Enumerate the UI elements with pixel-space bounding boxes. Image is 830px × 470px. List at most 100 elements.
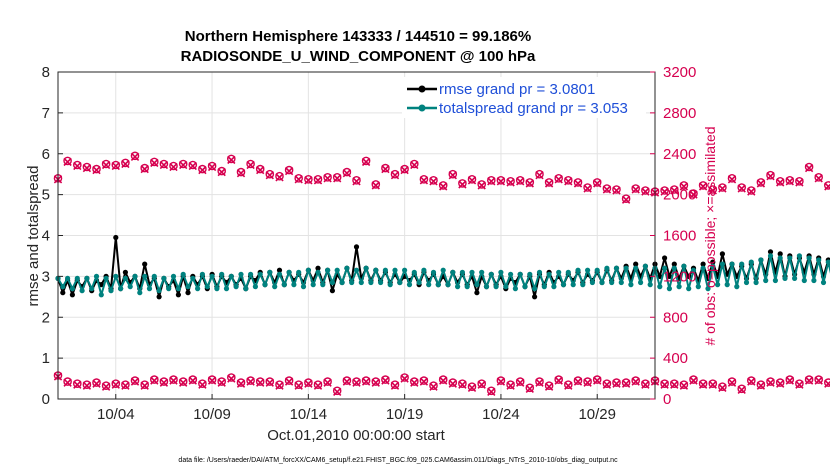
possible-point — [602, 184, 612, 193]
assimilated_low-point — [371, 378, 380, 387]
totalspread-point — [416, 279, 422, 286]
y-tick-label-right: 800 — [663, 309, 688, 326]
assimilated-point — [284, 166, 294, 176]
possible_low-point — [169, 375, 178, 384]
assimilated-point — [198, 165, 207, 175]
possible_low-point — [766, 377, 775, 386]
possible-point — [390, 169, 400, 179]
possible-point — [236, 167, 246, 177]
possible_low-point — [429, 381, 438, 391]
possible_low-point — [515, 377, 525, 386]
totalspread-point — [623, 265, 629, 271]
totalspread-point — [320, 282, 326, 288]
totalspread-point — [666, 286, 673, 292]
rmse-point — [113, 234, 119, 241]
possible_low-point — [140, 380, 149, 390]
totalspread-point — [108, 288, 114, 294]
possible-point — [766, 170, 775, 180]
assimilated_low-point — [593, 376, 602, 385]
possible-point — [679, 181, 689, 190]
assimilated_low-point — [458, 380, 467, 389]
assimilated_low-point — [294, 381, 303, 390]
assimilated-point — [776, 178, 785, 187]
assimilated-point — [795, 178, 804, 187]
possible-point — [612, 185, 621, 194]
rmse-point — [532, 294, 538, 300]
assimilated_low-point — [776, 379, 785, 388]
assimilated_low-point — [737, 385, 746, 394]
possible_low-point — [207, 375, 217, 384]
rmse-point — [353, 244, 360, 250]
totalspread-point — [358, 279, 364, 286]
assimilated-point — [130, 152, 140, 161]
legend-rmse-marker — [418, 85, 426, 93]
possible-point — [313, 174, 323, 184]
possible_low-point — [275, 380, 284, 390]
totalspread-point — [378, 279, 384, 286]
assimilated-point — [323, 174, 332, 183]
possible_low-point — [361, 376, 371, 385]
assimilated-point — [342, 169, 352, 178]
possible_low-point — [564, 380, 573, 390]
assimilated_low-point — [477, 380, 486, 389]
totalspread-point — [806, 255, 812, 261]
possible_low-point — [824, 378, 830, 387]
totalspread-point — [146, 286, 153, 292]
totalspread-point — [825, 259, 830, 265]
possible-point — [804, 162, 814, 172]
totalspread-point — [151, 273, 157, 279]
possible-point — [255, 164, 265, 174]
totalspread-point — [589, 279, 596, 286]
y-axis-left-label: rmse and totalspread — [25, 166, 42, 307]
rmse-point — [329, 288, 335, 294]
possible_low-point — [73, 379, 82, 389]
totalspread-point — [272, 284, 278, 290]
totalspread-point — [772, 277, 779, 284]
assimilated-point — [429, 177, 438, 186]
totalspread-point — [397, 279, 403, 286]
possible_low-point — [775, 378, 785, 387]
totalspread-point — [445, 282, 451, 288]
totalspread-point — [541, 284, 547, 290]
assimilated-point — [756, 179, 766, 188]
assimilated-point — [352, 177, 361, 186]
rmse-point — [276, 267, 283, 273]
rmse-point — [662, 255, 668, 261]
totalspread-point — [334, 267, 340, 273]
assimilated-point — [747, 187, 756, 196]
assimilated_low-point — [660, 380, 669, 389]
chart-title-line2: RADIOSONDE_U_WIND_COMPONENT @ 100 hPa — [181, 48, 536, 65]
possible-point — [486, 175, 496, 185]
possible-point — [361, 156, 371, 166]
totalspread-point — [580, 282, 586, 288]
assimilated_low-point — [82, 381, 92, 390]
possible_low-point — [727, 377, 737, 386]
totalspread-point — [796, 253, 803, 259]
totalspread-point — [657, 284, 663, 290]
totalspread-point — [166, 286, 172, 292]
assimilated_low-point — [198, 380, 207, 389]
assimilated-point — [371, 181, 380, 190]
totalspread-point — [262, 282, 268, 288]
possible-point — [718, 183, 727, 192]
totalspread-point — [310, 282, 316, 288]
possible_low-point — [130, 376, 140, 385]
totalspread-point — [681, 263, 687, 269]
assimilated_low-point — [448, 379, 457, 388]
totalspread-point — [127, 284, 133, 290]
possible_low-point — [323, 377, 332, 386]
totalspread-point — [69, 286, 75, 292]
assimilated-point — [814, 174, 823, 183]
possible-point — [188, 160, 198, 170]
possible_low-point — [573, 376, 583, 385]
possible_low-point — [458, 379, 467, 389]
assimilated-point — [737, 184, 746, 193]
possible_low-point — [159, 377, 169, 386]
possible-point — [458, 179, 467, 188]
assimilated-point — [169, 162, 178, 172]
assimilated_low-point — [804, 376, 814, 385]
possible_low-point — [82, 380, 92, 390]
possible-point — [708, 185, 718, 194]
totalspread-point — [281, 282, 287, 288]
totalspread-point — [715, 282, 721, 288]
